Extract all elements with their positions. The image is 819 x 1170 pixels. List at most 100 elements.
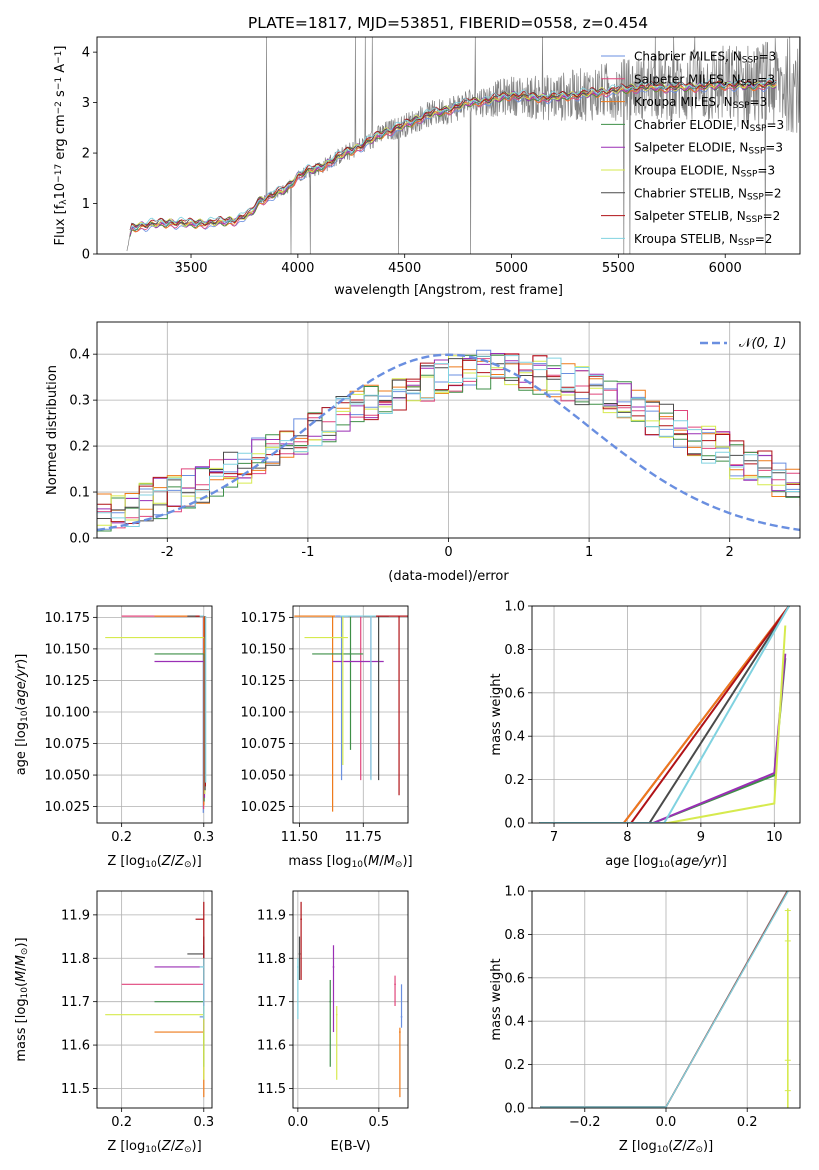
- axes-frame: [96, 890, 213, 1109]
- y-tick-label: 2: [82, 147, 90, 162]
- y-tick-label: 10.075: [241, 737, 287, 752]
- label-part: Chabrier STELIB, N: [634, 186, 747, 200]
- y-tick-label: 0.3: [69, 394, 90, 409]
- legend-entry: Chabrier STELIB, NSSP=2: [634, 186, 782, 202]
- axes-frame: [531, 605, 801, 824]
- label-part: age/yr: [14, 662, 29, 705]
- y-axis-label-text: age [log10(age/yr)]: [14, 654, 30, 776]
- label-part: 10: [20, 987, 30, 999]
- label-part: −1: [54, 51, 64, 64]
- label-part: 10: [352, 860, 364, 870]
- x-tick-label: 1: [585, 545, 593, 560]
- label-part: λ: [59, 199, 69, 205]
- label-part: ⊙: [695, 1145, 703, 1155]
- y-axis-label: mass weight: [489, 958, 504, 1040]
- label-part: SSP: [733, 101, 750, 111]
- label-part: Z: [174, 854, 185, 869]
- label-part: Z: [161, 854, 172, 869]
- axes-age_vs_mass: 11.50 11.75 10.025 10.050 10.075 10.100 10.125…: [241, 606, 408, 845]
- x-tick-label: 4000: [281, 261, 314, 276]
- label-part: (: [668, 1139, 673, 1154]
- model-line-chabrier_miles: [129, 83, 777, 234]
- label-part: M: [14, 955, 29, 966]
- x-tick-label: 5500: [602, 261, 635, 276]
- x-tick-label: 0: [444, 545, 452, 560]
- y-tick-label: 10.175: [45, 611, 91, 626]
- y-axis-label: age [log10(age/yr)]: [14, 654, 30, 776]
- label-part: SSP: [748, 147, 765, 157]
- label-part: (: [14, 706, 29, 711]
- gaussian-curve: [97, 353, 800, 532]
- label-part: 10: [657, 1145, 669, 1155]
- label-part: erg cm: [53, 114, 68, 163]
- y-tick-label: 11.5: [257, 1082, 286, 1097]
- label-part: (: [14, 982, 29, 987]
- label-part: ⊙: [184, 1145, 192, 1155]
- y-tick-label: 1.0: [504, 885, 525, 900]
- y-tick-label: 0.6: [504, 971, 525, 986]
- x-axis-label: age [log10(age/yr)]: [605, 854, 727, 870]
- y-axis-label: mass [log10(M/M⊙)]: [14, 937, 30, 1061]
- label-part: Salpeter ELODIE, N: [634, 141, 748, 155]
- y-tick-label: 11.5: [61, 1082, 90, 1097]
- x-tick-label: 0.3: [193, 830, 214, 845]
- label-part: SSP: [741, 170, 758, 180]
- label-part: Z: [174, 1139, 185, 1154]
- x-tick-label: 0.5: [369, 1115, 390, 1130]
- x-axis-label: (data-model)/error: [388, 569, 509, 584]
- y-tick-label: 0.0: [504, 1102, 525, 1117]
- x-tick-label: 4500: [388, 261, 421, 276]
- label-part: 10: [658, 860, 670, 870]
- x-tick-label: 10: [766, 830, 783, 845]
- y-tick-label: 10.050: [45, 769, 91, 784]
- y-axis-label: Flux [fλ10−17 erg cm−2 s−1 A−1]: [53, 46, 69, 246]
- label-part: )]: [402, 854, 412, 869]
- y-tick-label: 10.050: [241, 769, 287, 784]
- x-tick-label: 0.0: [656, 1115, 677, 1130]
- label-part: 𝒩: [739, 336, 754, 351]
- label-part: ⊙: [395, 860, 403, 870]
- legend-entry: Kroupa MILES, NSSP=3: [634, 95, 767, 111]
- y-tick-label: 10.100: [45, 705, 91, 720]
- axes-frame: [96, 605, 213, 824]
- label-part: )]: [14, 654, 29, 664]
- y-tick-label: 11.6: [257, 1039, 286, 1054]
- x-axis-label: wavelength [Angstrom, rest frame]: [334, 283, 563, 298]
- x-tick-label: -2: [161, 545, 174, 560]
- x-axis-label: mass [log10(M/M⊙)]: [288, 854, 412, 870]
- y-tick-label: 0.6: [504, 686, 525, 701]
- label-part: 10: [53, 183, 68, 200]
- x-tick-label: 0.2: [111, 830, 132, 845]
- x-axis-label: Z [log10(Z/Z⊙)]: [107, 1139, 201, 1155]
- y-tick-label: 10.100: [241, 705, 287, 720]
- label-part: E(B-V): [330, 1139, 370, 1154]
- x-axis-label: E(B-V): [330, 1139, 370, 1154]
- x-tick-label: 7: [550, 830, 558, 845]
- label-part: SSP: [750, 124, 767, 134]
- x-tick-label: 11.75: [345, 830, 382, 845]
- y-tick-label: 11.9: [257, 908, 286, 923]
- label-part: Z: [672, 1139, 683, 1154]
- axes-mass_vs_ebv: 0.0 0.5 11.5 11.6 11.7 11.8 11.9: [257, 891, 408, 1130]
- x-tick-label: 11.50: [281, 830, 318, 845]
- label-part: ]: [53, 46, 68, 51]
- x-axis-label: Z [log10(Z/Z⊙)]: [619, 1139, 713, 1155]
- label-part: age [log: [605, 854, 658, 869]
- y-axis-label: mass weight: [489, 673, 504, 755]
- y-tick-label: 0.4: [504, 1015, 525, 1030]
- histogram-kroupa_stelib: [97, 355, 800, 527]
- x-tick-label: -1: [301, 545, 314, 560]
- x-tick-label: 3500: [174, 261, 207, 276]
- x-tick-label: 0.3: [193, 1115, 214, 1130]
- axes-frame: [96, 36, 801, 255]
- x-tick-label: 9: [697, 830, 705, 845]
- figure-title: PLATE=1817, MJD=53851, FIBERID=0558, z=0…: [248, 14, 648, 32]
- y-tick-label: 0.1: [69, 486, 90, 501]
- y-tick-label: 11.8: [257, 952, 286, 967]
- axes-frame: [96, 321, 801, 539]
- cumulative-age-kroupa_miles: [539, 606, 790, 823]
- x-tick-label: 2: [726, 545, 734, 560]
- label-part: )]: [14, 937, 29, 947]
- label-part: SSP: [738, 238, 755, 248]
- label-part: SSP: [741, 79, 758, 89]
